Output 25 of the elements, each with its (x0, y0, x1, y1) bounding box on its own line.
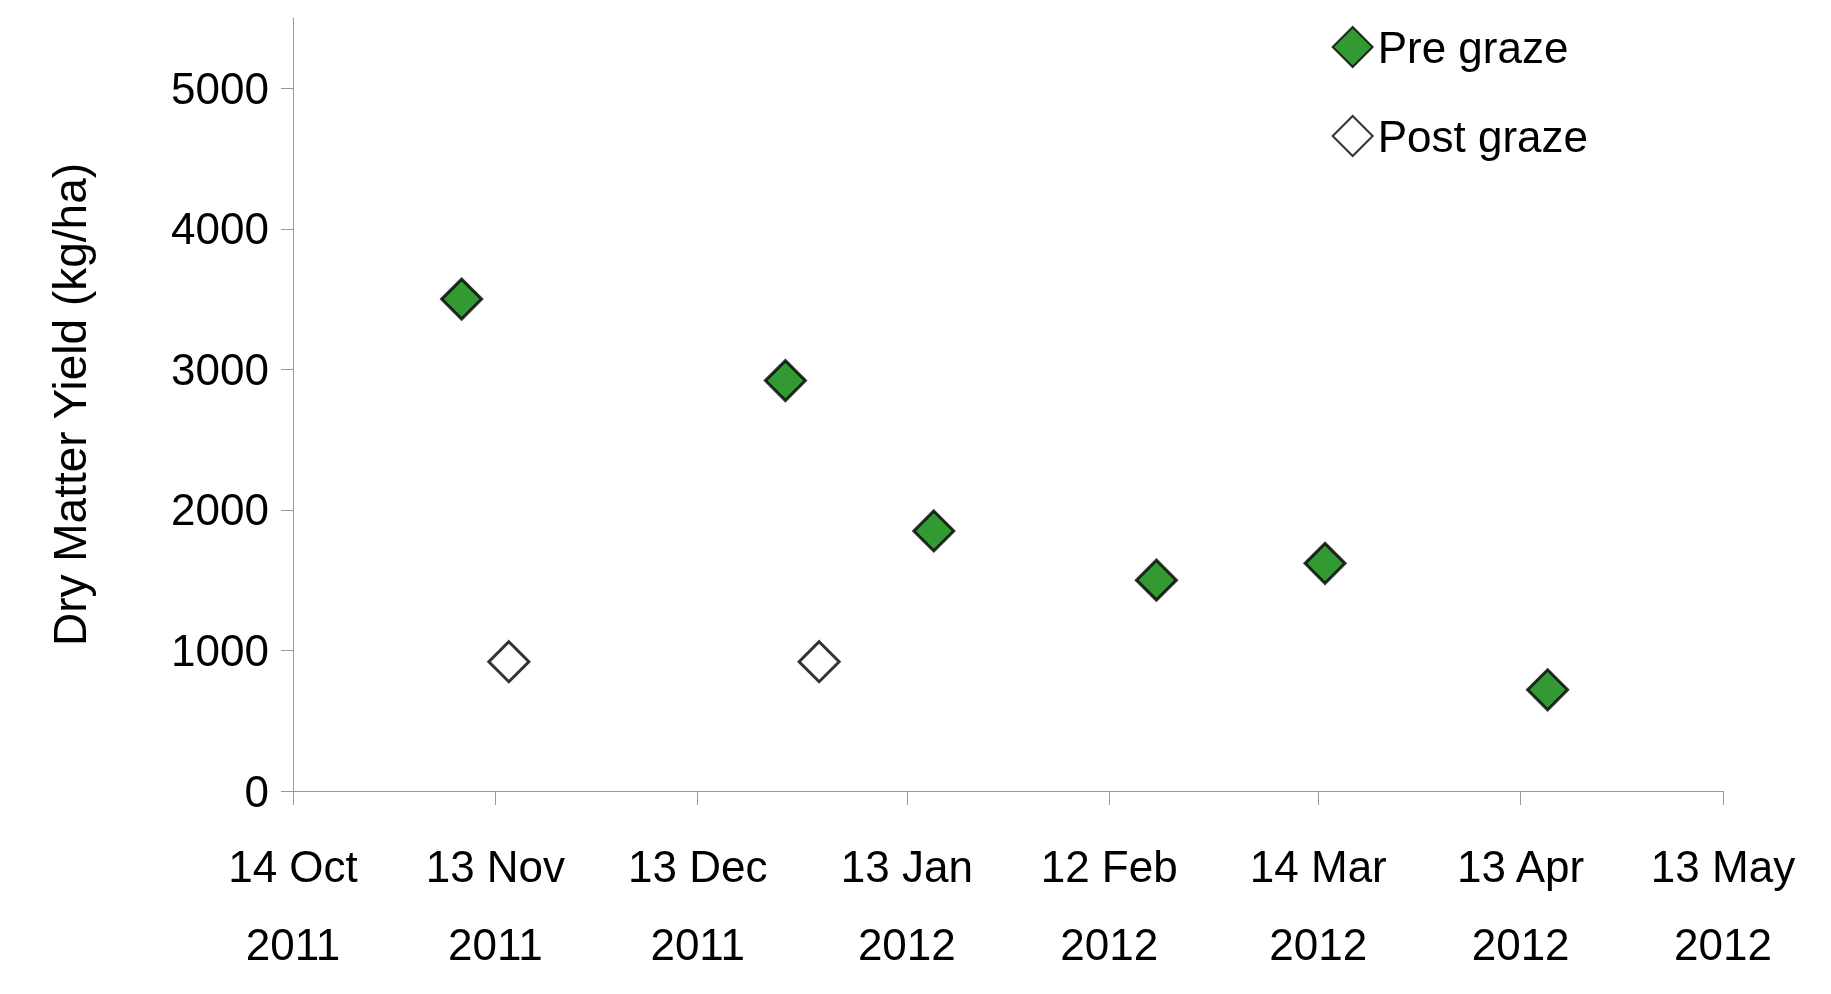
x-tick-label: 12 Feb 2012 (1040, 841, 1178, 969)
y-axis-title: Dry Matter Yield (kg/ha) (44, 162, 96, 647)
x-tick-label: 13 Jan 2012 (840, 841, 973, 969)
point (763, 359, 807, 403)
point (1134, 558, 1178, 602)
point (912, 509, 956, 553)
x-tick-label: 14 Mar 2012 (1249, 841, 1387, 969)
x-tick-label: 13 Dec 2011 (628, 841, 768, 969)
y-tick-label: 5000 (171, 63, 269, 113)
point (487, 640, 531, 684)
y-tick-label: 3000 (171, 344, 269, 394)
x-tick-label: 13 Apr 2012 (1457, 841, 1585, 969)
y-tick-label: 4000 (171, 204, 269, 254)
y-tick-label: 1000 (171, 625, 269, 675)
y-tick-label: 2000 (171, 485, 269, 535)
y-tick-label: 0 (244, 766, 269, 816)
point (1526, 668, 1570, 712)
legend-label: Post graze (1377, 111, 1589, 161)
x-tick-label: 14 Oct 2011 (228, 841, 358, 969)
legend-label: Pre graze (1377, 22, 1569, 72)
point (440, 277, 484, 321)
point (1303, 541, 1347, 585)
x-tick-label: 13 May 2012 (1650, 841, 1796, 969)
point (797, 640, 841, 684)
x-tick-label: 13 Nov 2011 (425, 841, 566, 969)
